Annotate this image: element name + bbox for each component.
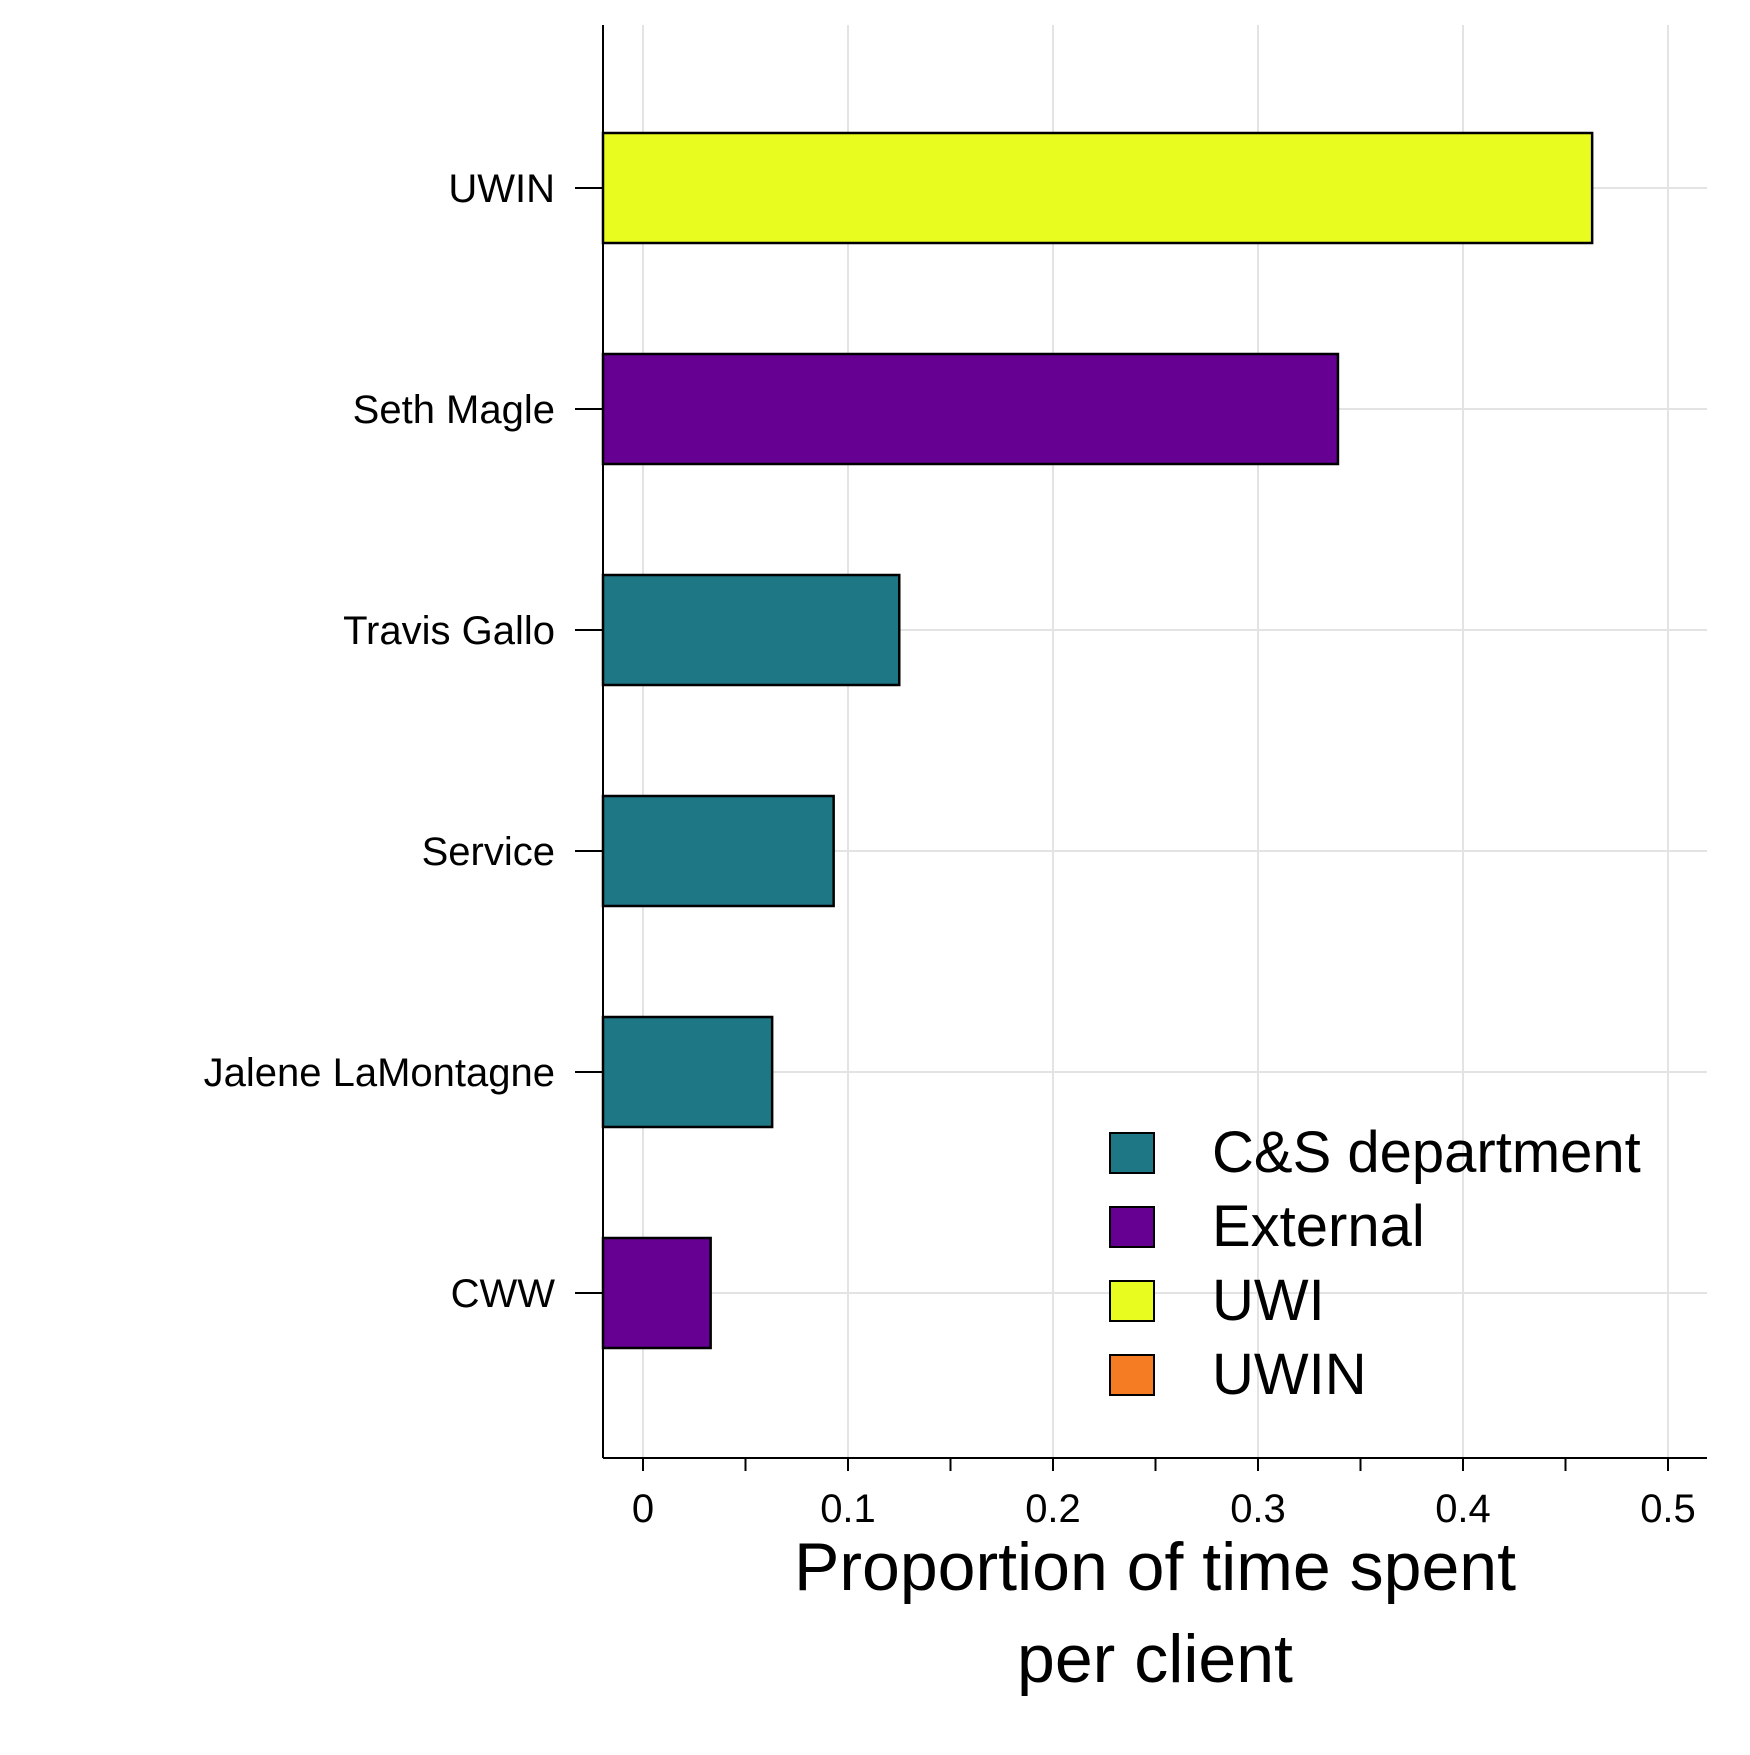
grid-layer — [603, 25, 1707, 1458]
y-tick-label: CWW — [451, 1272, 556, 1316]
legend-swatch — [1109, 1132, 1155, 1174]
axis-layer: UWIN Seth Magle Travis Gallo Service Jalene … — [204, 25, 1707, 1531]
legend-label: C&S department — [1212, 1120, 1641, 1185]
x-tick-label: 0.1 — [820, 1487, 876, 1531]
bar-uwin — [601, 131, 1594, 245]
bar-travis-gallo — [601, 573, 901, 687]
x-tick-label: 0.3 — [1230, 1487, 1286, 1531]
legend-label: UWIN — [1212, 1342, 1367, 1407]
legend-label: UWI — [1212, 1268, 1325, 1333]
x-tick-label: 0.4 — [1435, 1487, 1491, 1531]
bar-jalene-lamontagne — [601, 1015, 774, 1129]
legend-swatch — [1109, 1206, 1155, 1248]
legend-swatch — [1109, 1280, 1155, 1322]
x-tick-label: 0.2 — [1025, 1487, 1081, 1531]
y-tick-label: Travis Gallo — [343, 609, 555, 653]
legend-swatch — [1109, 1354, 1155, 1396]
x-axis-title-line-1: Proportion of time spent — [794, 1529, 1516, 1605]
x-tick-label: 0 — [632, 1487, 654, 1531]
legend: C&S department External UWI UWIN — [1109, 1120, 1641, 1407]
x-axis-title-line-2: per client — [1017, 1621, 1293, 1697]
bar-seth-magle — [601, 352, 1340, 466]
bar-service — [601, 794, 835, 908]
y-tick-label: Service — [422, 830, 555, 874]
y-tick-label: Jalene LaMontagne — [204, 1051, 555, 1095]
bar-layer — [601, 131, 1594, 1350]
legend-label: External — [1212, 1194, 1425, 1259]
bar-cww — [601, 1236, 712, 1350]
x-tick-label: 0.5 — [1640, 1487, 1696, 1531]
y-tick-label: Seth Magle — [353, 388, 555, 432]
y-tick-label: UWIN — [448, 167, 555, 211]
